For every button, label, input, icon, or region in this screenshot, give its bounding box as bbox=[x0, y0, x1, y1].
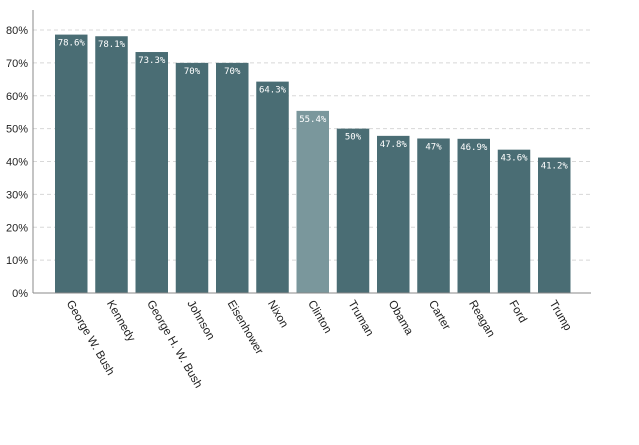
bar bbox=[296, 110, 329, 293]
x-tick-label: Nixon bbox=[265, 299, 290, 330]
x-tick-label: Clinton bbox=[305, 299, 333, 336]
data-label: 64.3% bbox=[259, 86, 287, 96]
y-axis: 0% 10% 20% 30% 40% 50% 60% 70% 80% bbox=[6, 10, 34, 300]
y-tick-label: 80% bbox=[6, 25, 28, 37]
data-label: 41.2% bbox=[541, 162, 569, 172]
data-label: 73.3% bbox=[138, 56, 166, 66]
bar bbox=[95, 36, 128, 294]
x-tick-label: Eisenhower bbox=[225, 299, 266, 357]
bar bbox=[256, 81, 289, 294]
bar bbox=[175, 62, 209, 293]
y-tick-label: 10% bbox=[6, 255, 28, 267]
y-tick-label: 30% bbox=[6, 189, 28, 201]
x-tick-label: Obama bbox=[386, 299, 416, 338]
x-tick-label: Carter bbox=[426, 299, 452, 333]
data-label: 43.6% bbox=[500, 154, 528, 164]
x-tick-label: Truman bbox=[345, 299, 375, 339]
y-tick-label: 20% bbox=[6, 222, 28, 234]
data-label: 55.4% bbox=[299, 115, 327, 125]
x-tick-label: Ford bbox=[506, 299, 528, 325]
bar bbox=[497, 149, 531, 293]
bar bbox=[216, 62, 249, 293]
data-label: 70% bbox=[184, 67, 201, 77]
x-tick-label: Trump bbox=[547, 299, 574, 333]
y-tick-label: 60% bbox=[6, 91, 28, 103]
bar bbox=[377, 135, 410, 293]
bar bbox=[55, 34, 88, 293]
y-tick-label: 50% bbox=[6, 124, 28, 136]
bar bbox=[538, 157, 571, 293]
bar bbox=[417, 138, 450, 293]
data-label: 50% bbox=[345, 133, 362, 143]
bars: 78.6% 78.1% 73.3% 70% 70% 64.3% 55.4% 50% 47.8% 4… bbox=[55, 34, 571, 294]
bar bbox=[135, 52, 168, 294]
x-tick-label: Kennedy bbox=[104, 299, 137, 345]
data-label: 78.6% bbox=[58, 39, 86, 49]
y-tick-label: 70% bbox=[6, 58, 28, 70]
data-label: 78.1% bbox=[98, 40, 126, 50]
data-label: 47.8% bbox=[380, 140, 408, 150]
x-tick-label: Reagan bbox=[466, 299, 497, 340]
bar bbox=[457, 138, 490, 293]
x-tick-label: Johnson bbox=[184, 299, 216, 343]
data-label: 47% bbox=[425, 142, 442, 152]
data-label: 70% bbox=[224, 67, 241, 77]
y-tick-label: 40% bbox=[6, 157, 28, 169]
y-tick-label: 0% bbox=[12, 288, 28, 300]
bar bbox=[336, 128, 370, 293]
data-label: 46.9% bbox=[460, 143, 488, 153]
